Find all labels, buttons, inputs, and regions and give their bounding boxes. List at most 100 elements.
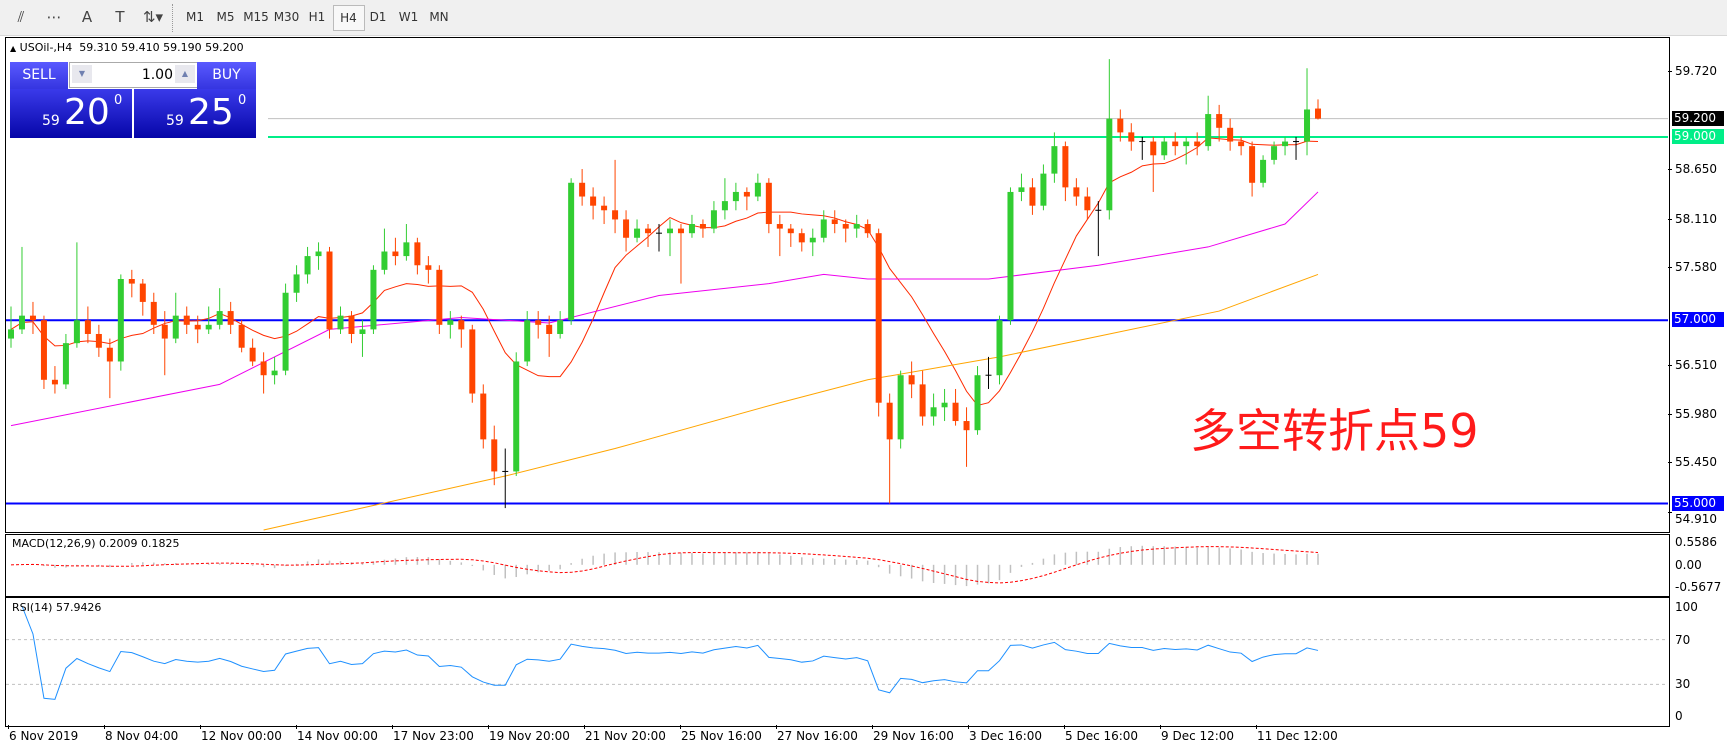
time-axis-label: 6 Nov 2019: [9, 729, 79, 743]
candle-bear: [1073, 187, 1080, 197]
macd-axis-label: -0.5677: [1675, 580, 1722, 594]
candle-bear: [260, 361, 267, 376]
price-axis-label: 58.110: [1675, 211, 1717, 226]
candle-bull: [721, 201, 728, 211]
candle-bull: [1271, 146, 1278, 160]
timeframe-h4-button[interactable]: H4: [332, 5, 365, 31]
collapse-triangle-icon[interactable]: ▲: [10, 44, 17, 53]
time-axis-label: 27 Nov 16:00: [777, 729, 858, 743]
timeframe-m30-button[interactable]: M30: [273, 10, 300, 24]
timeframe-h1-button[interactable]: H1: [308, 10, 326, 24]
candle-bull: [205, 324, 212, 330]
candle-bull: [809, 237, 816, 243]
candle-bear: [51, 379, 58, 385]
candle-bear: [535, 320, 542, 325]
lot-decrease-button[interactable]: ▼: [72, 65, 92, 83]
macd-title: MACD(12,26,9) 0.2009 0.1825: [12, 537, 180, 550]
candle-bull: [1040, 173, 1047, 206]
rsi-panel[interactable]: [5, 597, 1670, 727]
chart-annotation-text[interactable]: 多空转折点59: [1190, 404, 1479, 458]
time-axis-tick: [584, 725, 585, 729]
candle-bull: [216, 311, 223, 325]
price-axis-tick: [1668, 413, 1672, 415]
candle-bear: [161, 324, 168, 339]
candle-bear: [40, 320, 47, 380]
candle-bull: [282, 292, 289, 371]
rsi-axis-label: 30: [1675, 677, 1691, 692]
candle-bull: [1106, 118, 1113, 211]
fibonacci-fan-icon[interactable]: ⋯: [46, 8, 62, 26]
price-axis-tick: [1668, 462, 1672, 464]
candle-bear: [128, 279, 135, 284]
timeframe-m1-button[interactable]: M1: [186, 10, 204, 24]
candle-bull: [996, 320, 1003, 376]
candle-bear: [458, 320, 465, 330]
time-axis-label: 14 Nov 00:00: [297, 729, 378, 743]
candle-bear: [106, 347, 113, 362]
lot-size-input[interactable]: 1.00: [141, 67, 173, 83]
candle-bull: [1051, 146, 1058, 174]
candle-bear: [952, 402, 959, 422]
bid-price-tag: 59.200: [1672, 110, 1724, 126]
candle-bull: [568, 182, 575, 321]
sell-price-button[interactable]: 59 20 0: [10, 89, 132, 138]
price-axis-label: 54.910: [1675, 511, 1717, 526]
buy-button[interactable]: BUY: [197, 62, 256, 89]
candle-bear: [436, 269, 443, 325]
timeframe-m5-button[interactable]: M5: [216, 10, 235, 24]
candle-bear: [139, 283, 146, 302]
moving-average-slow: [263, 273, 1319, 531]
time-axis-tick: [680, 725, 681, 729]
price-axis-tick: [1668, 365, 1672, 367]
candle-bull: [403, 242, 410, 257]
candle-bear: [1117, 118, 1124, 133]
candle-bear: [886, 402, 893, 440]
candle-bear: [469, 329, 476, 394]
candle-bear: [798, 233, 805, 243]
time-axis-label: 12 Nov 00:00: [201, 729, 282, 743]
candle-bull: [557, 320, 564, 334]
time-axis-tick: [1256, 725, 1257, 729]
candle-bear: [183, 315, 190, 325]
time-axis-label: 17 Nov 23:00: [393, 729, 474, 743]
timeframe-m15-button[interactable]: M15: [243, 10, 269, 24]
candle-bear: [831, 219, 838, 225]
candle-bull: [447, 320, 454, 325]
text-icon[interactable]: A: [81, 8, 93, 26]
lot-size-stepper[interactable]: ▼ 1.00 ▲: [69, 62, 198, 88]
main-chart-panel[interactable]: [5, 37, 1670, 533]
arrows-icon[interactable]: ⇅▾: [142, 8, 164, 26]
rsi-axis-label: 100: [1675, 600, 1698, 614]
timeframe-w1-button[interactable]: W1: [398, 10, 419, 24]
candle-bull: [1304, 109, 1311, 142]
horizontal-line-tag: 57.000: [1672, 312, 1724, 328]
candle-bull: [513, 361, 520, 472]
candle-bull: [524, 320, 531, 362]
macd-panel[interactable]: [5, 534, 1670, 597]
time-axis-label: 11 Dec 12:00: [1257, 729, 1338, 743]
candle-bear: [677, 228, 684, 234]
toolbar: ⫽ ⋯ A T ⇅▾ M1 M5 M15 M30 H1 H4 D1 W1 MN: [0, 0, 1727, 36]
timeframe-mn-button[interactable]: MN: [429, 10, 449, 24]
buy-price-button[interactable]: 59 25 0: [134, 89, 256, 138]
fibonacci-expansion-icon[interactable]: ⫽: [17, 8, 25, 26]
candle-bear: [546, 324, 553, 334]
time-axis-tick: [200, 725, 201, 729]
price-axis-tick: [1668, 511, 1672, 513]
sell-button[interactable]: SELL: [10, 62, 68, 89]
candle-bull: [293, 274, 300, 293]
candle-bear: [765, 182, 772, 225]
rsi-axis-label: 70: [1675, 632, 1691, 647]
candle-bear: [1150, 141, 1157, 156]
price-axis-label: 58.650: [1675, 162, 1717, 177]
timeframe-d1-button[interactable]: D1: [369, 10, 387, 24]
candle-bear: [963, 421, 970, 431]
candle-bull: [688, 224, 695, 234]
time-axis-tick: [8, 725, 9, 729]
moving-average-mid: [10, 191, 1319, 427]
text-label-icon[interactable]: T: [115, 8, 125, 26]
candle-bull: [8, 329, 14, 339]
candle-bull: [18, 315, 25, 330]
lot-increase-button[interactable]: ▲: [175, 65, 195, 83]
